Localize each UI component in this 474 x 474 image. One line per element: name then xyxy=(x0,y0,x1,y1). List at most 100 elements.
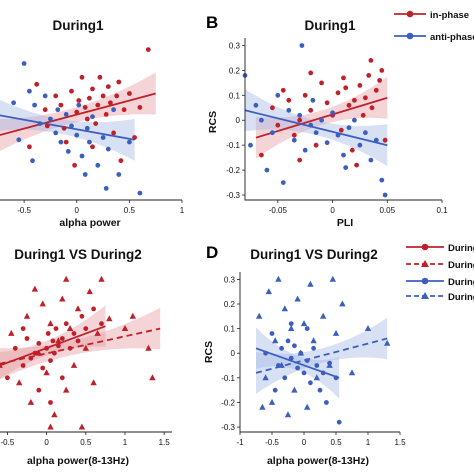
x-tick-label: 1 xyxy=(123,438,128,447)
data-point-during2 xyxy=(275,275,282,282)
data-point-anti-phase xyxy=(253,102,259,108)
data-point-during2 xyxy=(74,305,82,312)
confidence-band-anti-phase xyxy=(0,99,135,161)
data-point-anti-phase xyxy=(63,112,69,117)
data-point-during1 xyxy=(12,345,18,351)
data-point-during1 xyxy=(301,370,307,376)
data-point-in-phase xyxy=(280,87,286,93)
data-point-anti-phase xyxy=(111,107,116,113)
data-point-during2 xyxy=(35,349,42,356)
data-point-during2 xyxy=(281,305,288,312)
data-point-in-phase xyxy=(108,100,113,106)
data-point-anti-phase xyxy=(286,107,292,113)
x-tick-label: -1 xyxy=(236,438,244,447)
data-point-in-phase xyxy=(368,58,374,63)
panel-c-points xyxy=(0,275,156,430)
panel-b-fit-lines xyxy=(244,96,388,147)
data-point-anti-phase xyxy=(352,117,357,123)
data-point-during2 xyxy=(106,315,113,322)
data-point-in-phase xyxy=(44,123,50,129)
y-tick-label: 0.1 xyxy=(224,325,236,334)
panel-b-confidence-bands xyxy=(245,76,388,167)
y-tick-label: -0.1 xyxy=(221,374,235,383)
data-point-during2 xyxy=(297,349,304,356)
data-point-anti-phase xyxy=(343,165,349,171)
y-tick-label: 0.2 xyxy=(224,300,236,309)
data-point-anti-phase xyxy=(30,158,35,164)
data-point-in-phase xyxy=(111,130,116,136)
data-point-in-phase xyxy=(118,158,124,164)
data-point-during1 xyxy=(288,355,294,361)
legend-in-phase-label: in-phase xyxy=(430,10,469,21)
data-point-during2 xyxy=(288,325,295,331)
data-point-in-phase xyxy=(74,109,80,115)
data-point-during2 xyxy=(0,362,3,368)
data-point-during2 xyxy=(145,344,152,351)
data-point-in-phase xyxy=(335,90,341,96)
data-point-during1 xyxy=(314,363,320,368)
x-tick-label: 0 xyxy=(75,206,80,215)
data-point-during1 xyxy=(333,375,339,381)
panel-c-legend: During1 During2 xyxy=(406,243,474,271)
data-point-during1 xyxy=(59,375,65,381)
x-tick-label: 0.05 xyxy=(379,206,395,215)
data-point-during2 xyxy=(27,398,35,405)
data-point-during1 xyxy=(282,375,288,381)
data-point-anti-phase xyxy=(95,162,101,168)
data-point-during2 xyxy=(23,312,31,319)
x-tick-label: -0.05 xyxy=(269,206,288,215)
data-point-in-phase xyxy=(61,125,67,131)
panel-b-y-ticks: -0.3 -0.2 -0.1 0 0.1 0.2 0.3 xyxy=(226,41,245,200)
legend-c-during1-label: During1 xyxy=(448,243,474,254)
data-point-in-phase xyxy=(352,97,357,103)
x-tick-label: 0 xyxy=(302,438,307,447)
data-point-during1 xyxy=(336,419,342,425)
panel-c-xlabel: alpha power(8-13Hz) xyxy=(27,455,129,467)
panel-b: B During1 -0.05 0 0.05 0.1 -0.3 -0.2 -0.1 0 0.1… xyxy=(206,10,474,229)
data-point-during2 xyxy=(59,295,66,302)
panel-a-title: During1 xyxy=(52,18,103,33)
data-point-in-phase xyxy=(116,79,122,85)
panel-b-axis-frame xyxy=(244,38,442,201)
data-point-anti-phase xyxy=(126,139,132,145)
data-point-during2 xyxy=(284,411,292,418)
data-point-anti-phase xyxy=(319,117,324,123)
data-point-in-phase xyxy=(58,102,64,108)
data-point-in-phase xyxy=(259,152,264,158)
data-point-during1 xyxy=(48,400,53,405)
data-point-in-phase xyxy=(95,102,101,108)
data-point-during1 xyxy=(320,370,326,376)
panel-d-y-ticks: -0.3 -0.2 -0.1 0 0.1 0.2 0.3 xyxy=(221,275,240,432)
data-point-during2 xyxy=(47,423,54,430)
data-point-anti-phase xyxy=(248,142,253,148)
data-point-during1 xyxy=(63,321,69,327)
data-point-in-phase xyxy=(126,91,132,96)
data-point-anti-phase xyxy=(42,93,48,99)
data-point-during2 xyxy=(8,329,15,336)
data-point-in-phase xyxy=(114,93,120,99)
data-point-in-phase xyxy=(346,102,352,108)
data-point-in-phase xyxy=(42,107,48,113)
data-point-in-phase xyxy=(34,81,40,87)
data-point-during1 xyxy=(52,350,57,356)
data-point-anti-phase xyxy=(87,139,92,145)
panel-a-confidence-bands xyxy=(0,72,156,161)
data-point-during2 xyxy=(291,386,298,393)
data-point-in-phase xyxy=(90,86,95,92)
data-point-in-phase xyxy=(137,105,143,110)
panel-b-label: B xyxy=(206,13,218,32)
data-point-anti-phase xyxy=(291,137,297,143)
data-point-in-phase xyxy=(76,98,82,103)
legend-c-during2-marker xyxy=(421,260,429,267)
data-point-in-phase xyxy=(69,88,74,94)
data-point-anti-phase xyxy=(82,172,88,177)
data-point-anti-phase xyxy=(264,167,270,173)
data-point-anti-phase xyxy=(308,122,314,128)
data-point-in-phase xyxy=(341,75,346,81)
legend-d-during2-marker xyxy=(421,292,429,299)
data-point-anti-phase xyxy=(65,149,71,154)
data-point-during2 xyxy=(384,339,391,346)
panel-d-x-ticks: -1 -0.5 0 0.5 1 1.5 xyxy=(236,432,406,447)
data-point-during1 xyxy=(50,338,56,344)
